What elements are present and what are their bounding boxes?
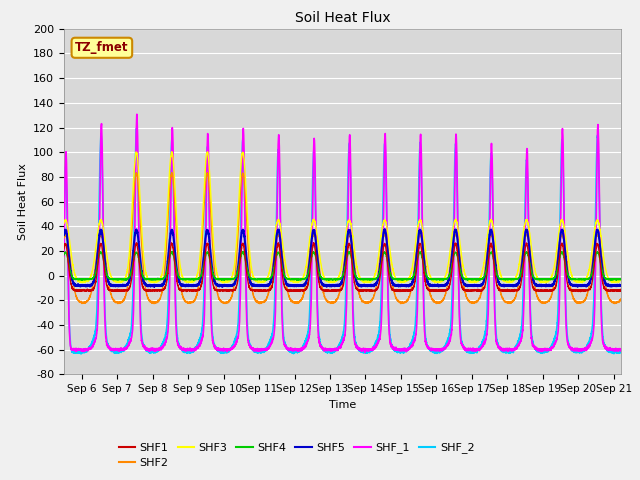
SHF2 [518, 254, 526, 260]
SHF4 [161, 273, 169, 279]
SHF_1 [273, 230, 281, 236]
SHF_1 [476, 346, 483, 352]
SHF1 [617, 288, 625, 294]
SHF2 [397, 301, 404, 307]
SHF2 [60, 235, 68, 240]
SHF5 [573, 284, 581, 290]
SHF5 [161, 276, 169, 282]
SHF_1 [161, 341, 169, 347]
SHF5 [60, 232, 68, 238]
SHF_1 [394, 346, 402, 352]
SHF2 [161, 261, 169, 266]
SHF_2 [161, 332, 169, 338]
SHF2 [422, 270, 430, 276]
SHF_2 [394, 348, 402, 354]
SHF3 [161, 246, 169, 252]
SHF5 [394, 282, 402, 288]
SHF_2 [518, 318, 526, 324]
SHF3 [60, 220, 68, 226]
SHF4 [518, 266, 525, 272]
SHF_1 [518, 333, 526, 339]
SHF1 [161, 285, 169, 290]
SHF5 [518, 263, 525, 269]
Line: SHF3: SHF3 [64, 152, 621, 283]
SHF1 [273, 246, 280, 252]
SHF1 [285, 288, 293, 294]
SHF2 [273, 234, 281, 240]
SHF_1 [617, 347, 625, 353]
SHF_1 [60, 253, 68, 259]
SHF1 [394, 288, 402, 294]
SHF2 [394, 298, 402, 303]
Line: SHF4: SHF4 [64, 252, 621, 280]
X-axis label: Time: Time [329, 400, 356, 409]
SHF2 [617, 296, 625, 302]
Line: SHF_2: SHF_2 [64, 129, 621, 354]
SHF3 [273, 219, 281, 225]
SHF3 [617, 277, 625, 283]
Title: Soil Heat Flux: Soil Heat Flux [294, 11, 390, 25]
SHF1 [422, 283, 430, 289]
SHF4 [617, 277, 625, 283]
Line: SHF5: SHF5 [64, 229, 621, 287]
SHF1 [476, 288, 483, 294]
SHF4 [422, 273, 430, 278]
SHF_2 [77, 351, 85, 357]
SHF4 [273, 252, 281, 258]
SHF4 [60, 252, 68, 258]
SHF1 [275, 240, 282, 246]
SHF3 [394, 278, 402, 284]
SHF3 [204, 149, 211, 155]
SHF3 [422, 254, 430, 260]
SHF_2 [132, 126, 140, 132]
Line: SHF1: SHF1 [64, 243, 621, 291]
SHF_2 [617, 349, 625, 355]
SHF_2 [60, 216, 68, 222]
SHF_2 [476, 344, 483, 349]
SHF5 [617, 283, 625, 288]
SHF3 [219, 280, 227, 286]
SHF4 [239, 249, 246, 254]
SHF2 [132, 170, 140, 176]
SHF5 [476, 283, 483, 288]
SHF3 [518, 240, 526, 246]
Line: SHF2: SHF2 [64, 173, 621, 304]
Text: TZ_fmet: TZ_fmet [75, 41, 129, 54]
SHF4 [394, 276, 402, 282]
SHF_2 [273, 186, 281, 192]
SHF3 [476, 276, 483, 281]
SHF5 [381, 227, 388, 232]
SHF1 [60, 246, 68, 252]
SHF_1 [422, 341, 430, 347]
SHF_1 [361, 349, 369, 355]
SHF5 [422, 274, 430, 279]
Legend: SHF1, SHF2, SHF3, SHF4, SHF5, SHF_1, SHF_2: SHF1, SHF2, SHF3, SHF4, SHF5, SHF_1, SHF… [114, 438, 479, 472]
SHF_2 [422, 339, 430, 345]
Y-axis label: Soil Heat Flux: Soil Heat Flux [17, 163, 28, 240]
SHF1 [518, 274, 526, 279]
SHF4 [476, 276, 483, 282]
Line: SHF_1: SHF_1 [64, 114, 621, 352]
SHF4 [580, 277, 588, 283]
SHF5 [273, 233, 280, 239]
SHF2 [476, 295, 483, 300]
SHF_1 [133, 111, 141, 117]
